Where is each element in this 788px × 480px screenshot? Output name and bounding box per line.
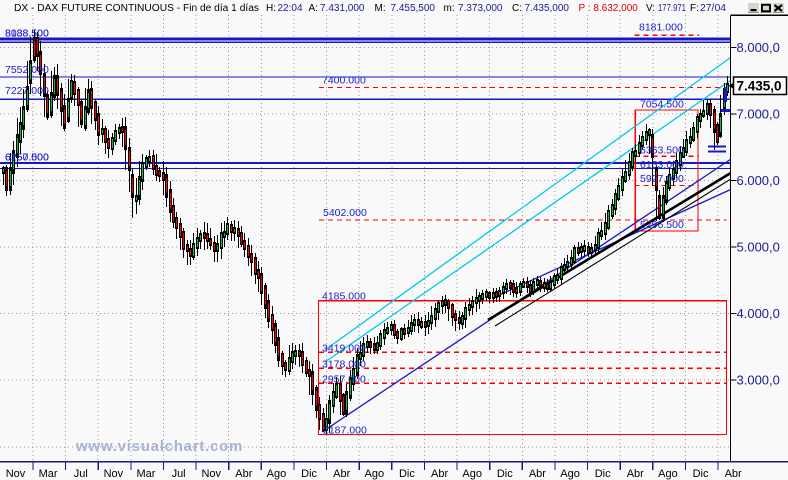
- svg-text:Dic: Dic: [497, 468, 513, 480]
- svg-text:8.000,0: 8.000,0: [737, 40, 780, 55]
- svg-text:Abr: Abr: [333, 468, 350, 480]
- svg-text:8038.500: 8038.500: [5, 28, 49, 40]
- svg-text:Abr: Abr: [235, 468, 252, 480]
- svg-text:6257.000: 6257.000: [5, 152, 49, 164]
- svg-text:7.373,000: 7.373,000: [458, 3, 503, 14]
- svg-text:7.435,0: 7.435,0: [737, 79, 782, 94]
- svg-text:P : 8.632,000: P : 8.632,000: [579, 3, 639, 14]
- svg-text:Abr: Abr: [627, 468, 644, 480]
- svg-text:7.000,0: 7.000,0: [737, 107, 780, 122]
- svg-text:4.000,0: 4.000,0: [737, 306, 780, 321]
- svg-text:Jul: Jul: [172, 468, 186, 480]
- svg-text:6363.500: 6363.500: [640, 145, 684, 157]
- svg-text:Nov: Nov: [104, 468, 124, 480]
- svg-text:Ago: Ago: [267, 468, 287, 480]
- svg-text:Ago: Ago: [365, 468, 385, 480]
- svg-text:6153.000: 6153.000: [640, 159, 684, 171]
- svg-text:M:: M:: [375, 3, 386, 14]
- svg-text:7.435,000: 7.435,000: [525, 3, 570, 14]
- svg-text:5296.500: 5296.500: [640, 219, 684, 231]
- svg-text:22:04: 22:04: [278, 3, 303, 14]
- svg-text:Ago: Ago: [658, 468, 678, 480]
- svg-text:2187.000: 2187.000: [323, 425, 367, 437]
- svg-text:2957.000: 2957.000: [322, 374, 366, 386]
- svg-text:Mar: Mar: [39, 468, 58, 480]
- svg-text:7.431,000: 7.431,000: [320, 3, 365, 14]
- svg-text:V:: V:: [646, 3, 655, 14]
- svg-text:8181.000: 8181.000: [639, 22, 683, 34]
- svg-text:m:: m:: [444, 3, 455, 14]
- svg-text:Dic: Dic: [693, 468, 709, 480]
- svg-text:Mar: Mar: [137, 468, 156, 480]
- svg-text:3178.000: 3178.000: [322, 359, 366, 371]
- svg-text:Abr: Abr: [725, 468, 742, 480]
- svg-text:177.971: 177.971: [658, 3, 686, 14]
- svg-text:www.visualchart.com: www.visualchart.com: [75, 438, 243, 455]
- svg-text:5402.000: 5402.000: [323, 207, 367, 219]
- svg-text:7552.000: 7552.000: [5, 64, 49, 76]
- svg-text:Abr: Abr: [431, 468, 448, 480]
- svg-text:3419.000: 3419.000: [322, 343, 366, 355]
- svg-text:27/04: 27/04: [700, 3, 726, 14]
- svg-text:Dic: Dic: [595, 468, 611, 480]
- svg-text:Nov: Nov: [6, 468, 26, 480]
- svg-text:Dic: Dic: [301, 468, 317, 480]
- svg-text:Nov: Nov: [201, 468, 221, 480]
- svg-text:Jul: Jul: [74, 468, 88, 480]
- svg-text:Abr: Abr: [529, 468, 546, 480]
- svg-text:7.455,500: 7.455,500: [391, 3, 436, 14]
- svg-text:F:: F:: [690, 3, 699, 14]
- svg-text:7400.000: 7400.000: [322, 75, 366, 87]
- svg-text:6150.500: 6150.500: [5, 152, 49, 164]
- svg-text:8188.500: 8188.500: [5, 28, 49, 40]
- svg-text:5927.000: 5927.000: [640, 173, 684, 185]
- svg-text:DX - DAX FUTURE CONTINUOUS - F: DX - DAX FUTURE CONTINUOUS - Fin de día …: [14, 3, 259, 14]
- svg-text:C:: C:: [512, 3, 522, 14]
- svg-text:A:: A:: [309, 3, 318, 14]
- svg-text:7227.000: 7227.000: [5, 85, 49, 97]
- svg-text:Ago: Ago: [560, 468, 580, 480]
- svg-text:3.000,0: 3.000,0: [737, 373, 780, 388]
- svg-text:7054.500: 7054.500: [640, 99, 684, 111]
- svg-text:H:: H:: [266, 3, 276, 14]
- svg-text:6.000,0: 6.000,0: [737, 173, 780, 188]
- svg-text:5.000,0: 5.000,0: [737, 240, 780, 255]
- svg-text:4185.000: 4185.000: [322, 291, 366, 303]
- svg-text:Ago: Ago: [462, 468, 482, 480]
- svg-text:Dic: Dic: [399, 468, 415, 480]
